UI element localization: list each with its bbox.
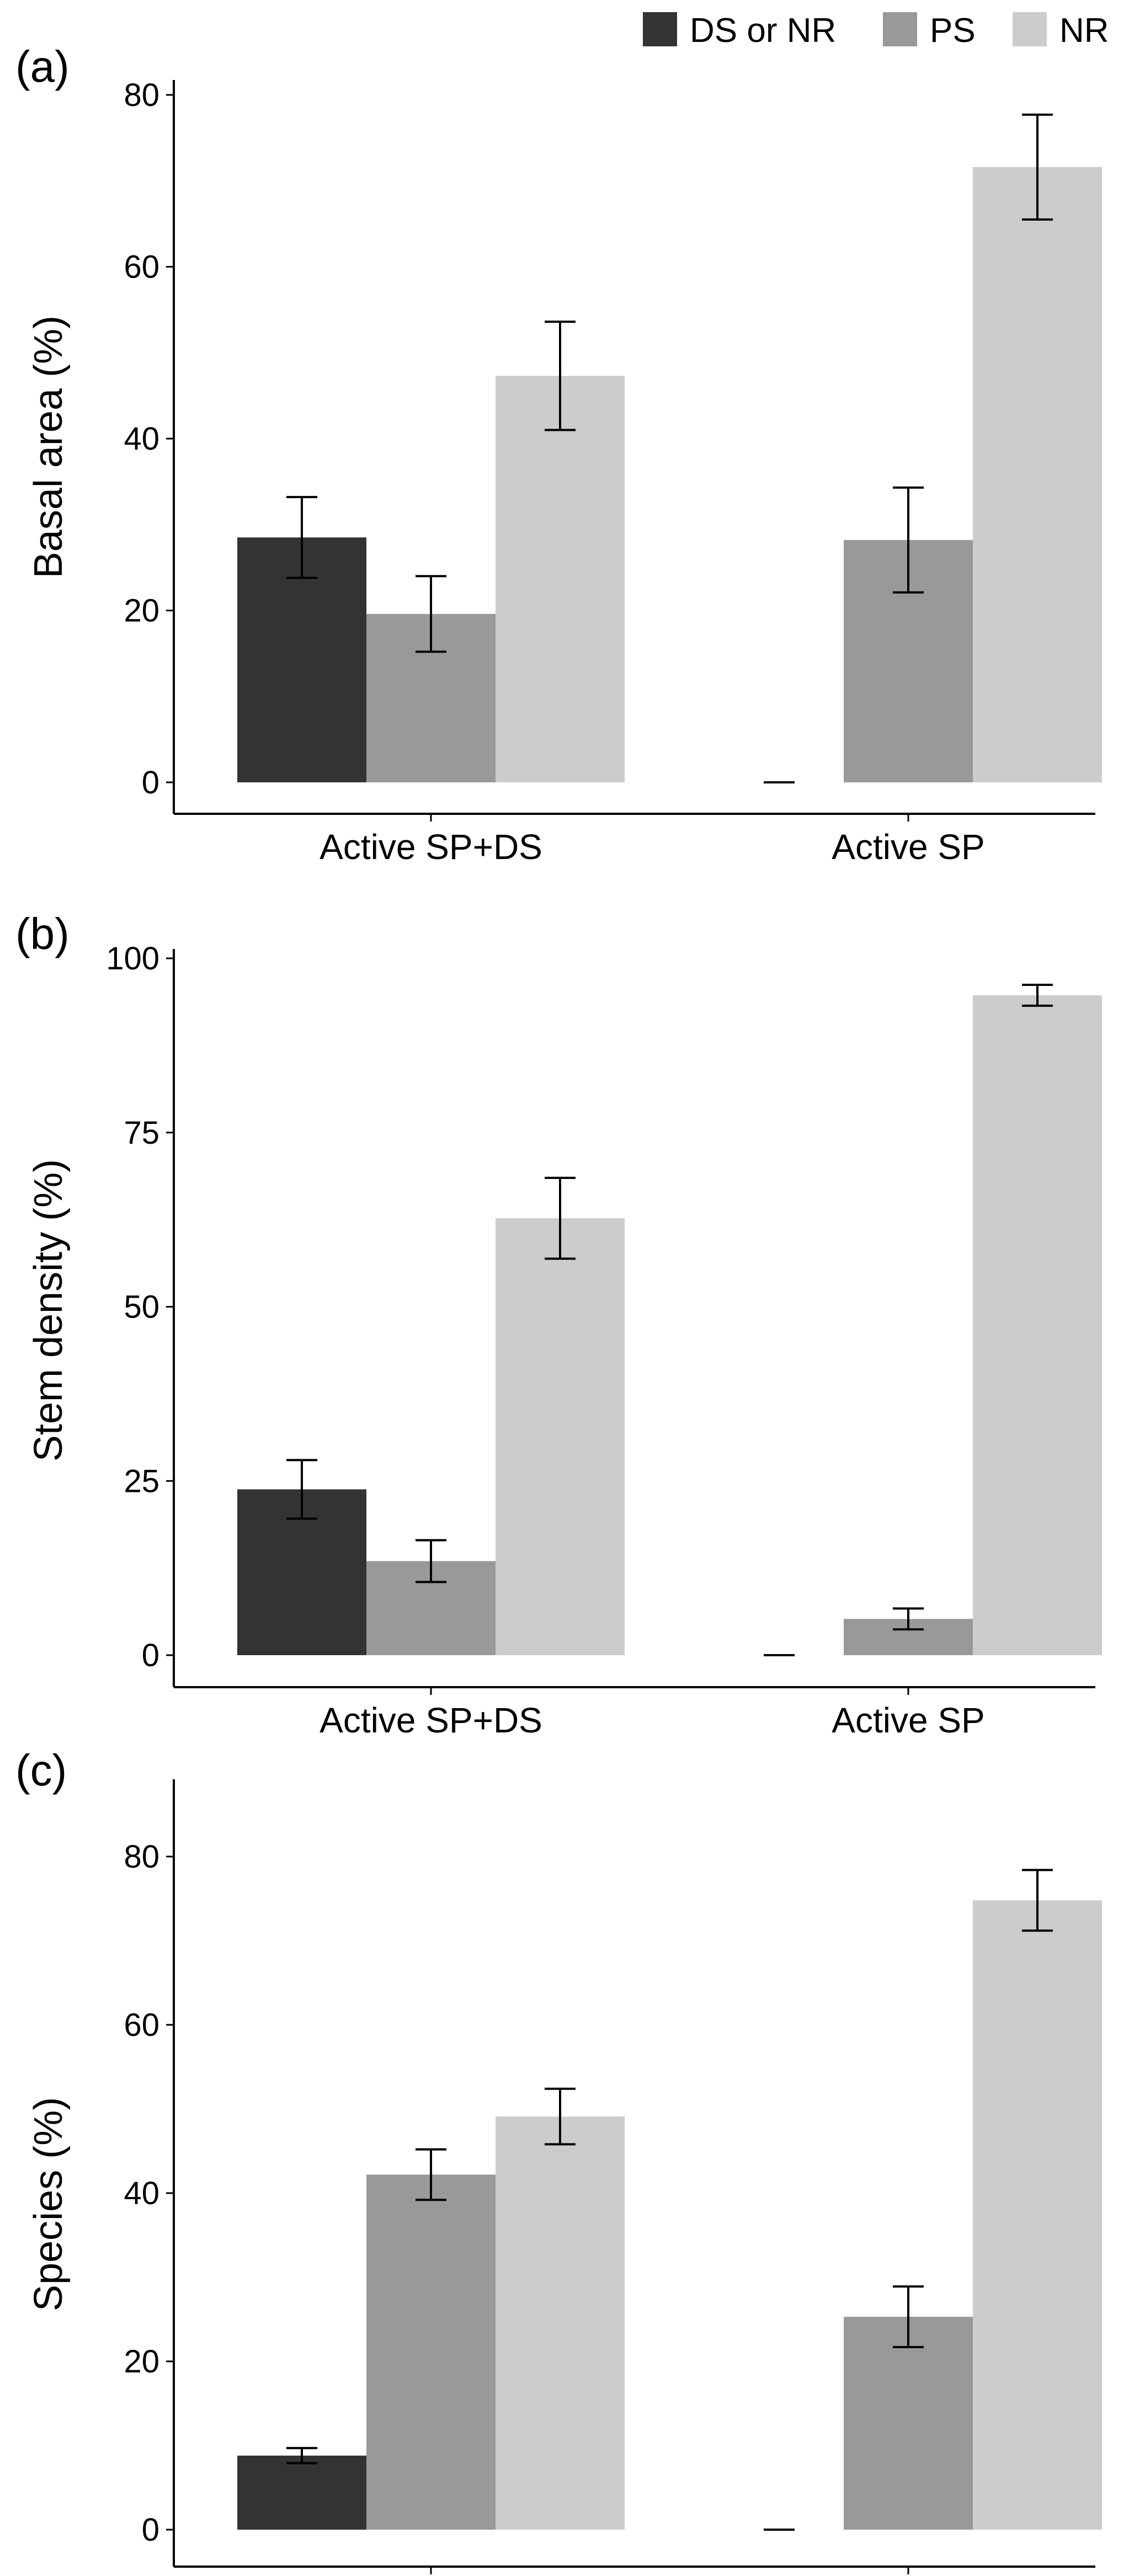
panel-3-bar-nr-2 <box>973 1900 1102 2530</box>
panel-3-tag: (c) <box>15 1746 67 1795</box>
panel-2-y-tick-label-75: 75 <box>124 1115 159 1151</box>
legend-label-2: PS <box>930 12 976 50</box>
panel-3-error-bar-ds-or-nr-1 <box>286 2447 317 2465</box>
panel-3-y-tick-label-80: 80 <box>124 1839 159 1875</box>
panel-2-y-tick-label-25: 25 <box>124 1463 159 1499</box>
panel-1-y-tick-label-20: 20 <box>124 593 159 629</box>
legend-label-1: DS or NR <box>690 12 836 50</box>
panel-2-y-tick-label-100: 100 <box>106 941 159 977</box>
panel-2-category-label-1: Active SP+DS <box>319 1700 542 1740</box>
panel-1-y-tick-label-60: 60 <box>124 249 159 285</box>
panel-3-error-bar-ps-1 <box>416 2148 446 2201</box>
panel-1-category-label-2: Active SP <box>832 827 984 867</box>
panel-2-bar-nr-2 <box>973 995 1102 1655</box>
panel-2: (b) Stem density (%) 0 25 50 75 100 Active SP+D… <box>15 909 1102 1740</box>
panel-3-y-tick-label-60: 60 <box>124 2007 159 2043</box>
panel-2-error-bar-ps-1 <box>416 1539 446 1583</box>
panel-1-bar-nr-2 <box>973 167 1102 783</box>
legend: DS or NR PS NR <box>643 12 1109 50</box>
legend-swatch-3 <box>1013 12 1047 46</box>
panel-1-y-tick-label-0: 0 <box>142 765 159 801</box>
panel-3-y-tick-label-40: 40 <box>124 2175 159 2211</box>
panel-1-y-tick-label-80: 80 <box>124 77 159 113</box>
panel-3-y-tick-label-20: 20 <box>124 2344 159 2380</box>
panel-1-error-bar-ds-or-nr-1 <box>286 495 317 579</box>
legend-label-3: NR <box>1059 12 1109 50</box>
panel-1-y-axis-title: Basal area (%) <box>26 316 71 578</box>
panel-1-error-bar-ps-2 <box>893 486 924 594</box>
panel-2-y-tick-label-50: 50 <box>124 1289 159 1325</box>
panel-2-category-label-2: Active SP <box>832 1700 984 1740</box>
panel-3-bar-ps-2 <box>844 2317 973 2530</box>
panel-3-bar-ds-or-nr-1 <box>237 2455 366 2530</box>
panel-3-bar-ps-1 <box>366 2174 496 2530</box>
panel-1-tag: (a) <box>15 42 70 91</box>
panel-2-error-bar-nr-1 <box>545 1176 576 1260</box>
panel-3-error-bar-ps-2 <box>893 2285 924 2349</box>
panel-3-error-bar-nr-2 <box>1022 1869 1053 1932</box>
panel-2-y-tick-label-0: 0 <box>142 1638 159 1673</box>
panel-3-y-axis-title: Species (%) <box>26 2097 71 2311</box>
panel-2-y-axis-title: Stem density (%) <box>26 1159 71 1462</box>
panel-3-bar-nr-1 <box>496 2116 625 2530</box>
legend-swatch-1 <box>643 12 677 46</box>
panel-2-tag: (b) <box>15 909 70 958</box>
panel-2-error-bar-ps-2 <box>893 1607 924 1631</box>
panel-3-y-tick-label-0: 0 <box>142 2512 159 2548</box>
panel-1-bar-nr-1 <box>496 376 625 782</box>
panel-2-error-bar-nr-2 <box>1022 983 1053 1007</box>
panel-3-error-bar-nr-1 <box>545 2087 576 2146</box>
panel-1-error-bar-ps-1 <box>416 575 446 653</box>
panel-2-bar-nr-1 <box>496 1218 625 1655</box>
panel-1-error-bar-nr-1 <box>545 321 576 431</box>
panel-1-y-tick-label-40: 40 <box>124 421 159 457</box>
legend-swatch-2 <box>883 12 917 46</box>
panel-1-error-bar-nr-2 <box>1022 113 1053 221</box>
panel-1-category-label-1: Active SP+DS <box>319 827 542 867</box>
panel-1: (a) Basal area (%) 0 20 40 60 80 Active SP+DS Ac… <box>15 42 1102 867</box>
panel-2-error-bar-ds-or-nr-1 <box>286 1459 317 1520</box>
